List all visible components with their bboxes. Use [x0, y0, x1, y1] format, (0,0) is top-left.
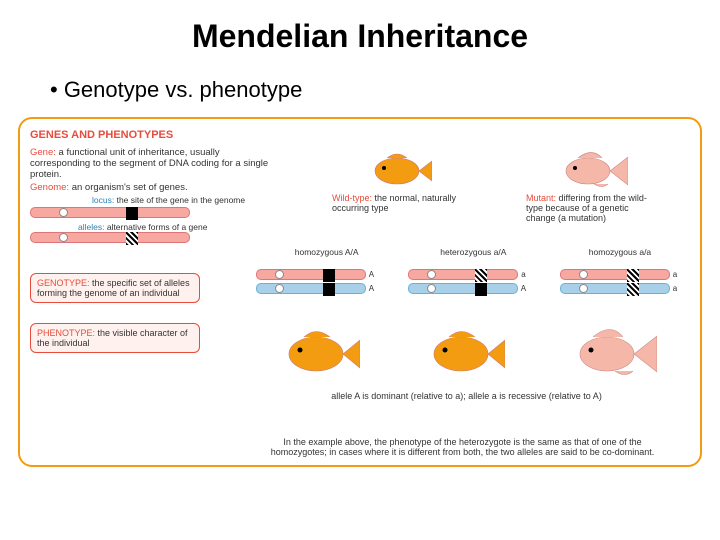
- mutant-term: Mutant:: [526, 193, 556, 203]
- fish-mutant-icon: [554, 147, 628, 189]
- gene-term: Gene:: [30, 147, 56, 158]
- bullet-genotype-phenotype: • Genotype vs. phenotype: [0, 55, 720, 117]
- mutant-label: Mutant: differing from the wild-type bec…: [526, 193, 656, 223]
- phenotype-definition-box: PHENOTYPE: the visible character of the …: [30, 323, 200, 353]
- A-allele-label-2: A: [369, 284, 374, 293]
- pair-Aa: a A: [408, 269, 526, 294]
- phenotype-term: PHENOTYPE:: [37, 328, 95, 338]
- example-line-2: homozygotes; in cases where it is differ…: [245, 447, 680, 457]
- genome-term: Genome:: [30, 182, 69, 193]
- locus-term: locus:: [92, 195, 114, 205]
- fish-wildtype-icon: [362, 147, 432, 189]
- genome-text: an organism's set of genes.: [69, 182, 188, 193]
- example-line-1: In the example above, the phenotype of t…: [245, 437, 680, 447]
- example-explanation: In the example above, the phenotype of t…: [245, 437, 680, 457]
- fish-Aa-icon: [421, 324, 505, 378]
- alleles-term: alleles:: [78, 222, 104, 232]
- diagram-header: GENES AND PHENOTYPES: [30, 129, 690, 141]
- chromosome-2: [30, 232, 270, 243]
- phenotype-fish-row: [245, 324, 688, 378]
- dominance-line: allele A is dominant (relative to a); al…: [245, 391, 688, 401]
- pair-aa: a a: [560, 269, 677, 294]
- genotype-definition-box: GENOTYPE: the specific set of alleles fo…: [30, 273, 200, 303]
- chromosome-1: [30, 207, 270, 218]
- fish-aa-icon: [567, 324, 657, 378]
- A-allele-label-3: A: [521, 284, 526, 293]
- genes-phenotypes-diagram: GENES AND PHENOTYPES Gene: a functional …: [18, 117, 702, 467]
- locus-label: locus: the site of the gene in the genom…: [92, 195, 245, 205]
- mutant-cell: Mutant: differing from the wild-type bec…: [526, 147, 656, 223]
- gene-text: a functional unit of inheritance, usuall…: [30, 147, 268, 180]
- homo-AA-label: homozygous A/A: [257, 247, 397, 257]
- wildtype-cell: Wild-type: the normal, naturally occurri…: [332, 147, 462, 223]
- alleles-label: alleles: alternative forms of a gene: [78, 222, 207, 232]
- chromosome-pairs-row: A A a A a a: [245, 269, 688, 294]
- a-allele-label-3: a: [673, 284, 677, 293]
- pair-AA: A A: [256, 269, 374, 294]
- a-allele-label-1: a: [521, 270, 525, 279]
- hetero-Aa-label: heterozygous a/A: [403, 247, 543, 257]
- genotype-labels-row: homozygous A/A heterozygous a/A homozygo…: [40, 247, 690, 257]
- slide-title: Mendelian Inheritance: [0, 0, 720, 55]
- fish-type-row: Wild-type: the normal, naturally occurri…: [300, 147, 688, 223]
- genome-definition: Genome: an organism's set of genes.: [30, 182, 270, 193]
- locus-text: the site of the gene in the genome: [114, 195, 245, 205]
- fish-AA-icon: [276, 324, 360, 378]
- alleles-text: alternative forms of a gene: [104, 222, 207, 232]
- genotype-term: GENOTYPE:: [37, 278, 90, 288]
- A-allele-label-1: A: [369, 270, 374, 279]
- homo-aa-label: homozygous a/a: [550, 247, 690, 257]
- a-allele-label-2: a: [673, 270, 677, 279]
- wildtype-term: Wild-type:: [332, 193, 372, 203]
- wildtype-label: Wild-type: the normal, naturally occurri…: [332, 193, 462, 213]
- gene-definition: Gene: a functional unit of inheritance, …: [30, 147, 270, 180]
